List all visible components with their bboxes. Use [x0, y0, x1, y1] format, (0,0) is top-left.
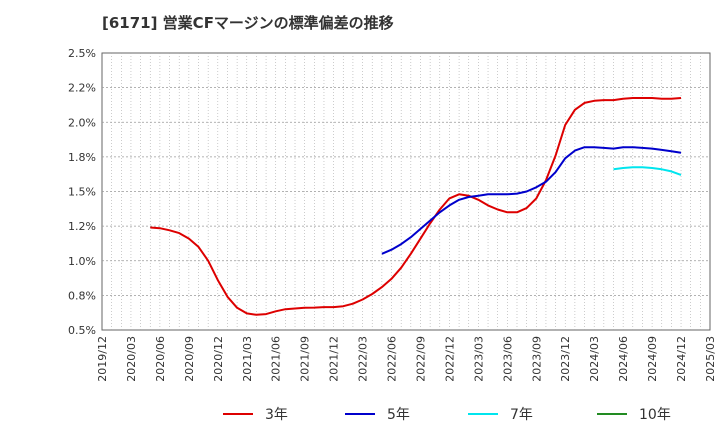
series-line: [613, 166, 682, 176]
y-tick-label: 0.8%: [68, 289, 96, 302]
x-tick-label: 2019/12: [96, 336, 109, 382]
x-tick-label: 2021/03: [241, 336, 254, 382]
x-tick-label: 2024/06: [617, 336, 630, 382]
x-tick-label: 2021/06: [270, 336, 283, 382]
x-tick-label: 2023/12: [559, 336, 572, 382]
x-tick-label: 2024/09: [646, 336, 659, 382]
legend-label: 7年: [510, 407, 533, 423]
grid-lines: [102, 53, 710, 330]
x-tick-label: 2025/03: [704, 336, 717, 382]
x-tick-label: 2022/03: [357, 336, 370, 382]
y-tick-label: 1.0%: [68, 255, 96, 268]
y-tick-label: 2.2%: [68, 82, 96, 95]
series-lines: [150, 97, 682, 316]
x-tick-label: 2021/12: [328, 336, 341, 382]
y-tick-label: 1.5%: [68, 186, 96, 199]
x-tick-label: 2022/09: [414, 336, 427, 382]
x-tick-label: 2020/12: [212, 336, 225, 382]
x-tick-label: 2023/06: [501, 336, 514, 382]
legend-label: 3年: [265, 407, 288, 423]
chart-title: [6171] 営業CFマージンの標準偏差の推移: [102, 14, 394, 32]
series-line: [150, 97, 682, 316]
x-tick-label: 2020/06: [154, 336, 167, 382]
y-tick-label: 1.8%: [68, 151, 96, 164]
x-tick-label: 2022/12: [443, 336, 456, 382]
y-axis-ticks: 0.5% 0.8% 1.0% 1.2% 1.5% 1.8% 2.0% 2.2% 2.5%: [68, 47, 96, 337]
y-tick-label: 2.0%: [68, 116, 96, 129]
legend-label: 10年: [639, 407, 671, 423]
x-axis-ticks: 2019/12 2020/03 2020/06 2020/09 2020/12 2021/…: [96, 336, 717, 382]
x-tick-label: 2022/06: [386, 336, 399, 382]
y-tick-label: 1.2%: [68, 220, 96, 233]
x-tick-label: 2020/09: [183, 336, 196, 382]
x-tick-label: 2021/09: [299, 336, 312, 382]
x-tick-label: 2024/03: [588, 336, 601, 382]
x-tick-label: 2024/12: [675, 336, 688, 382]
x-tick-label: 2023/03: [472, 336, 485, 382]
series-line: [381, 146, 682, 255]
legend-label: 5年: [387, 407, 410, 423]
y-tick-label: 0.5%: [68, 324, 96, 337]
legend: 3年 5年 7年 10年: [223, 407, 671, 423]
y-tick-label: 2.5%: [68, 47, 96, 60]
x-tick-label: 2023/09: [530, 336, 543, 382]
x-tick-label: 2020/03: [125, 336, 138, 382]
